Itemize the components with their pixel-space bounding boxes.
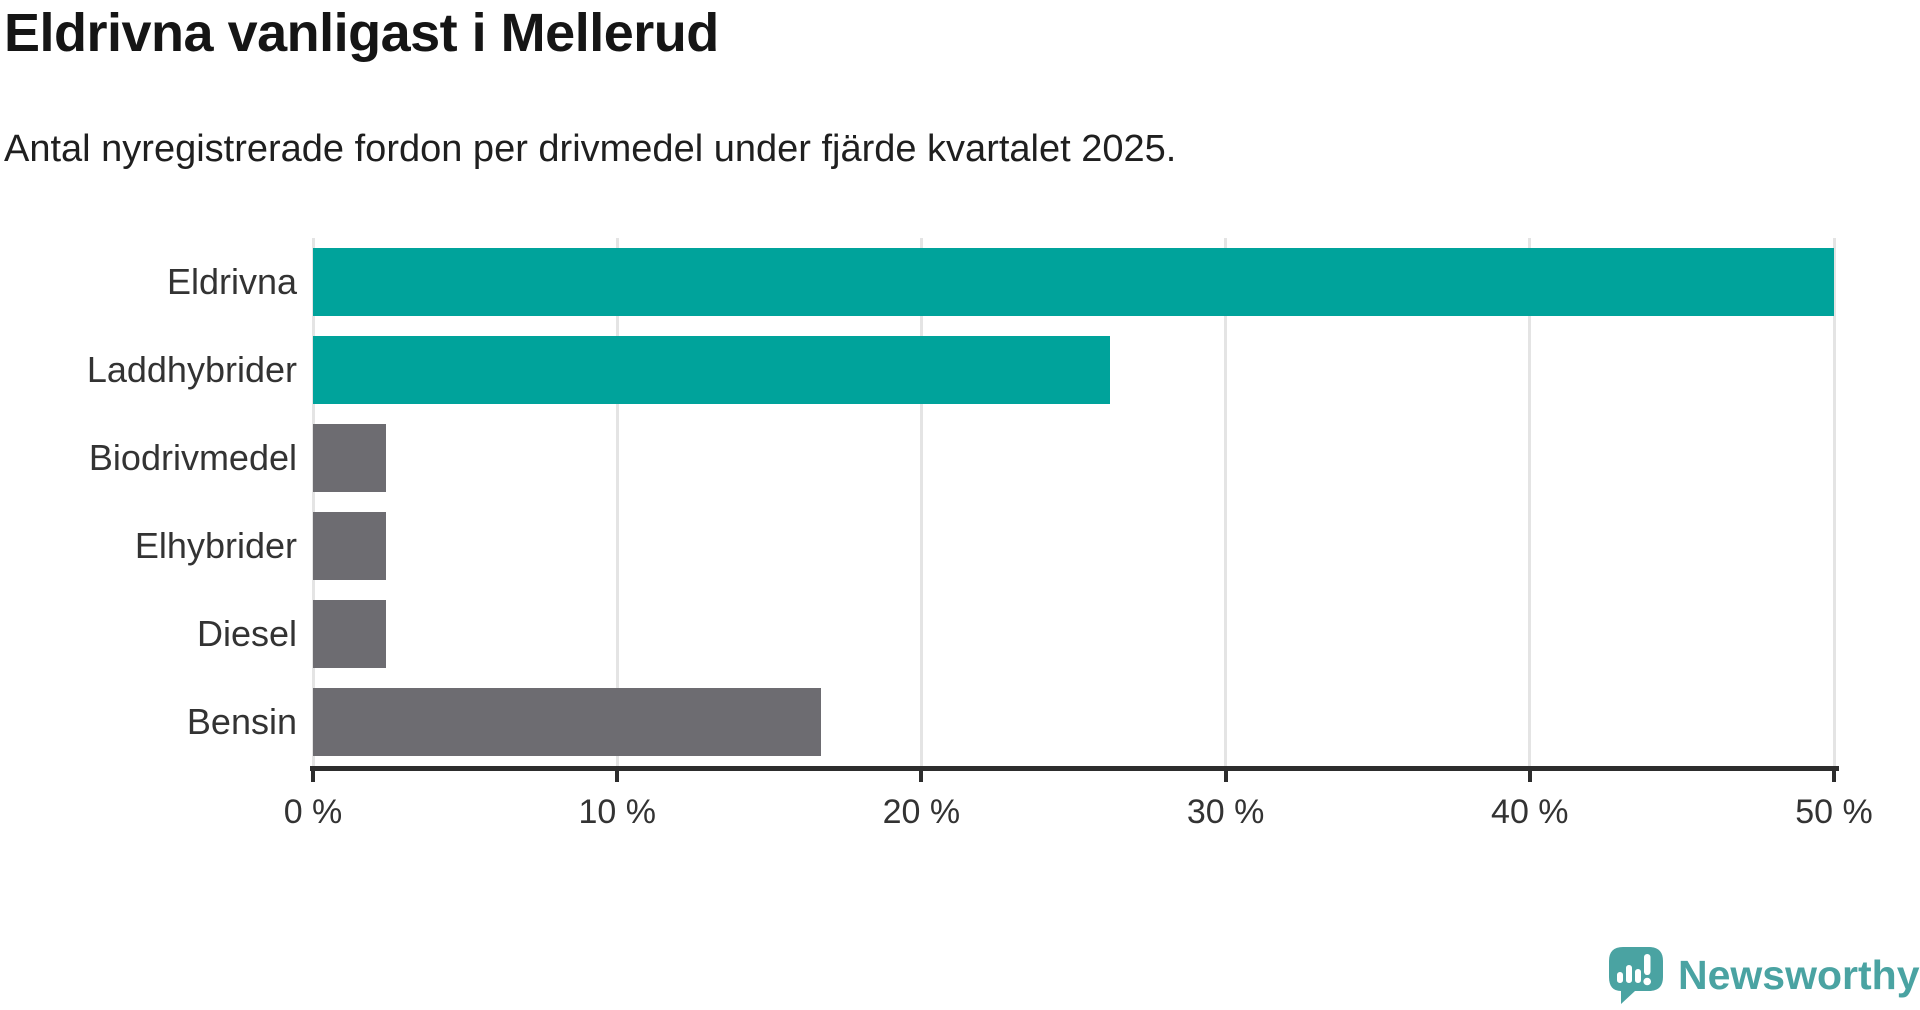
bar-elhybrider xyxy=(313,512,386,580)
x-axis-line xyxy=(310,766,1839,771)
gridline-50% xyxy=(1832,238,1836,766)
y-axis-label-diesel: Diesel xyxy=(196,613,297,654)
bar-bensin xyxy=(313,688,821,756)
bar-diesel xyxy=(313,600,386,668)
newsworthy-logo-text: Newsworthy xyxy=(1678,952,1920,998)
gridline-40% xyxy=(1528,238,1532,766)
x-axis-tick-20 xyxy=(919,766,924,782)
x-axis-tick-label-40: 40 % xyxy=(1491,793,1569,831)
gridline-30% xyxy=(1224,238,1228,766)
y-axis-label-eldrivna: Eldrivna xyxy=(166,261,297,302)
chart-subtitle: Antal nyregistrerade fordon per drivmede… xyxy=(4,128,1177,170)
y-axis-label-biodrivmedel: Biodrivmedel xyxy=(88,437,297,478)
x-axis-tick-30 xyxy=(1223,766,1228,782)
bar-biodrivmedel xyxy=(313,424,386,492)
x-axis-tick-label-10: 10 % xyxy=(578,793,656,831)
chart-title: Eldrivna vanligast i Mellerud xyxy=(4,3,719,63)
gridline-10% xyxy=(615,238,619,766)
x-axis-tick-label-0: 0 % xyxy=(283,793,343,831)
y-axis-label-bensin: Bensin xyxy=(186,701,297,742)
bar-eldrivna xyxy=(313,248,1834,316)
x-axis-tick-0 xyxy=(311,766,315,782)
x-axis-tick-40 xyxy=(1527,766,1532,782)
y-axis-label-elhybrider: Elhybrider xyxy=(134,525,297,566)
x-axis-tick-50 xyxy=(1832,766,1836,782)
newsworthy-logo-icon xyxy=(1609,947,1663,1004)
x-axis-tick-label-20: 20 % xyxy=(882,793,961,831)
gridline-20% xyxy=(919,238,923,766)
y-axis-label-laddhybrider: Laddhybrider xyxy=(86,349,297,390)
gridline-0% xyxy=(311,238,315,766)
x-axis-tick-10 xyxy=(615,766,620,782)
x-axis-tick-label-30: 30 % xyxy=(1186,793,1265,831)
newsworthy-logo: Newsworthy xyxy=(1608,946,1920,1005)
bar-laddhybrider xyxy=(313,336,1110,404)
x-axis-tick-label-50: 50 % xyxy=(1795,793,1873,831)
